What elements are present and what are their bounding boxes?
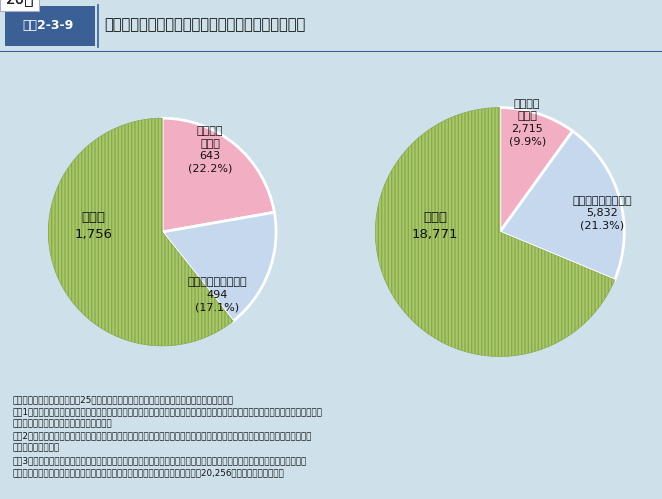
- Wedge shape: [375, 108, 615, 356]
- Text: 仕事関連
の悩み
2,715
(9.9%): 仕事関連 の悩み 2,715 (9.9%): [508, 99, 545, 146]
- Wedge shape: [162, 212, 276, 321]
- Wedge shape: [48, 118, 233, 346]
- Wedge shape: [500, 131, 624, 280]
- Text: 健康問題（うつ病）
5,832
(21.3%): 健康問題（うつ病） 5,832 (21.3%): [572, 196, 632, 231]
- Text: その他
18,771: その他 18,771: [412, 211, 458, 241]
- Wedge shape: [500, 108, 573, 232]
- Text: 20代: 20代: [6, 0, 34, 6]
- Text: 仕事関連の悩み等を原因・動機とする自殺者の割合: 仕事関連の悩み等を原因・動機とする自殺者の割合: [105, 17, 306, 32]
- Text: 健康問題（うつ病）
494
(17.1%): 健康問題（うつ病） 494 (17.1%): [187, 277, 247, 312]
- Text: 20代: 20代: [6, 0, 34, 6]
- Text: 図表2-3-9: 図表2-3-9: [23, 18, 74, 31]
- Text: 資料：内閣府・警察庁「平成25年中における自殺の状況」より厚生労働省政策評価官室作成
（注1）：「仕事関連の悩み」は、「勤務問題」、「経済・生活問題」のうちの「: 資料：内閣府・警察庁「平成25年中における自殺の状況」より厚生労働省政策評価官室…: [13, 395, 323, 477]
- FancyBboxPatch shape: [5, 6, 95, 46]
- Wedge shape: [162, 118, 274, 232]
- Text: その他
1,756: その他 1,756: [75, 212, 113, 242]
- Text: 仕事関連
の悩み
643
(22.2%): 仕事関連 の悩み 643 (22.2%): [188, 126, 232, 174]
